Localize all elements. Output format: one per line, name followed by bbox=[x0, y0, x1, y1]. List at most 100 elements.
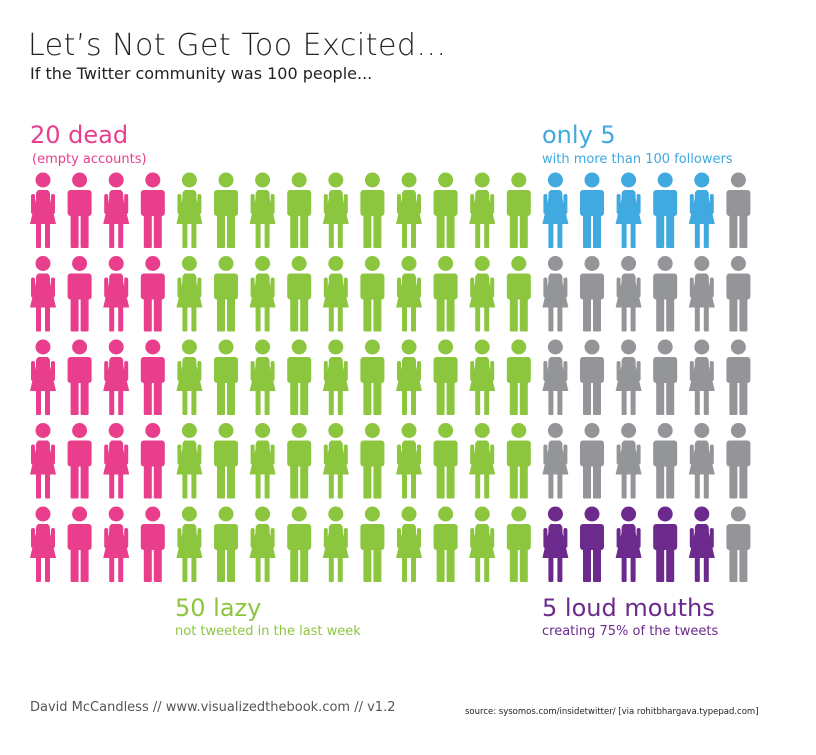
person-figure-dead-male bbox=[67, 506, 92, 582]
person-figure-lazy-male bbox=[287, 423, 312, 499]
person-figure-lazy-male bbox=[433, 423, 458, 499]
person-figure-loud-mouths-male bbox=[580, 506, 604, 582]
person-figure-lazy-female bbox=[322, 506, 349, 582]
person-figure-lazy-female bbox=[469, 506, 496, 582]
lazy-annotation-title: 50 lazy bbox=[175, 594, 262, 622]
person-figure-lazy-female bbox=[396, 506, 422, 582]
person-figure-lazy-female bbox=[469, 256, 496, 332]
person-figure-lazy-male bbox=[360, 423, 385, 499]
person-figure-other-male bbox=[726, 339, 751, 415]
person-figure-lazy-male bbox=[506, 506, 531, 582]
person-figure-lazy-male bbox=[360, 256, 385, 332]
person-figure-other-male bbox=[726, 172, 751, 248]
person-figure-dead-female bbox=[30, 423, 56, 499]
person-figure-lazy-male bbox=[360, 172, 385, 248]
person-figure-dead-male bbox=[67, 423, 92, 499]
person-figure-other-female bbox=[688, 256, 715, 332]
person-figure-more-than-100-followers-male bbox=[653, 172, 678, 248]
person-figure-other-female bbox=[615, 339, 642, 415]
person-figure-more-than-100-followers-female bbox=[615, 172, 642, 248]
person-figure-lazy-female bbox=[176, 172, 203, 248]
person-figure-other-female bbox=[542, 256, 569, 332]
dead-annotation-subtitle: (empty accounts) bbox=[32, 152, 147, 167]
person-figure-lazy-female bbox=[176, 506, 203, 582]
person-figure-loud-mouths-male bbox=[653, 506, 678, 582]
person-figure-other-male bbox=[726, 423, 751, 499]
person-figure-more-than-100-followers-male bbox=[580, 172, 604, 248]
person-figure-lazy-female bbox=[396, 339, 422, 415]
person-figure-lazy-female bbox=[469, 339, 496, 415]
dead-annotation-title: 20 dead bbox=[30, 121, 129, 149]
person-figure-other-female bbox=[688, 423, 715, 499]
person-figure-lazy-female bbox=[322, 423, 349, 499]
person-figure-lazy-female bbox=[249, 339, 276, 415]
person-figure-lazy-male bbox=[433, 256, 458, 332]
lazy-annotation-subtitle: not tweeted in the last week bbox=[175, 624, 361, 639]
person-figure-lazy-male bbox=[214, 339, 238, 415]
person-figure-dead-male bbox=[140, 256, 165, 332]
person-figure-lazy-female bbox=[396, 423, 422, 499]
person-figure-lazy-male bbox=[360, 506, 385, 582]
person-figure-other-female bbox=[542, 423, 569, 499]
person-figure-dead-female bbox=[103, 339, 130, 415]
person-figure-other-female bbox=[615, 256, 642, 332]
person-figure-lazy-female bbox=[396, 172, 422, 248]
person-figure-dead-female bbox=[30, 506, 56, 582]
person-figure-dead-male bbox=[67, 172, 92, 248]
person-figure-lazy-male bbox=[287, 339, 312, 415]
person-figure-loud-mouths-female bbox=[688, 506, 715, 582]
person-figure-lazy-male bbox=[506, 423, 531, 499]
person-figure-dead-female bbox=[103, 256, 130, 332]
person-figure-other-male bbox=[726, 506, 751, 582]
footer-credit: David McCandless // www.visualizedtheboo… bbox=[30, 700, 396, 715]
person-figure-lazy-male bbox=[214, 172, 238, 248]
person-figure-dead-female bbox=[103, 423, 130, 499]
person-figure-lazy-male bbox=[433, 172, 458, 248]
person-figure-other-male bbox=[580, 339, 604, 415]
source-note: source: sysomos.com/insidetwitter/ [via … bbox=[465, 707, 759, 717]
person-figure-dead-female bbox=[103, 172, 130, 248]
loud-annotation-subtitle: creating 75% of the tweets bbox=[542, 624, 719, 639]
person-figure-lazy-male bbox=[214, 423, 238, 499]
person-figure-lazy-male bbox=[506, 339, 531, 415]
followers-annotation-subtitle: with more than 100 followers bbox=[542, 152, 733, 167]
person-figure-lazy-female bbox=[176, 423, 203, 499]
person-figure-other-female bbox=[688, 339, 715, 415]
person-figure-other-male bbox=[653, 256, 678, 332]
person-figure-lazy-male bbox=[287, 256, 312, 332]
person-figure-more-than-100-followers-female bbox=[542, 172, 569, 248]
person-figure-lazy-male bbox=[214, 506, 238, 582]
person-figure-lazy-male bbox=[214, 256, 238, 332]
loud-annotation-title: 5 loud mouths bbox=[542, 594, 715, 622]
followers-annotation-title: only 5 bbox=[542, 121, 616, 149]
person-figure-dead-female bbox=[30, 339, 56, 415]
person-figure-lazy-female bbox=[469, 172, 496, 248]
person-figure-other-male bbox=[653, 423, 678, 499]
person-figure-dead-male bbox=[140, 339, 165, 415]
person-figure-other-male bbox=[653, 339, 678, 415]
person-figure-loud-mouths-female bbox=[615, 506, 642, 582]
person-figure-lazy-female bbox=[176, 339, 203, 415]
person-figure-other-male bbox=[726, 256, 751, 332]
person-figure-dead-female bbox=[103, 506, 130, 582]
person-figure-lazy-female bbox=[176, 256, 203, 332]
person-figure-lazy-male bbox=[506, 172, 531, 248]
person-figure-lazy-female bbox=[322, 172, 349, 248]
person-figure-lazy-male bbox=[433, 506, 458, 582]
person-figure-lazy-female bbox=[469, 423, 496, 499]
person-figure-dead-male bbox=[67, 339, 92, 415]
chart-subtitle: If the Twitter community was 100 people.… bbox=[30, 64, 373, 83]
person-figure-other-male bbox=[580, 423, 604, 499]
person-figure-lazy-female bbox=[249, 423, 276, 499]
person-figure-loud-mouths-female bbox=[542, 506, 569, 582]
person-figure-lazy-female bbox=[396, 256, 422, 332]
person-figure-other-female bbox=[542, 339, 569, 415]
person-figure-lazy-male bbox=[433, 339, 458, 415]
person-figure-more-than-100-followers-female bbox=[688, 172, 715, 248]
person-figure-other-female bbox=[615, 423, 642, 499]
person-figure-lazy-female bbox=[322, 339, 349, 415]
person-figure-dead-male bbox=[140, 172, 165, 248]
person-figure-other-male bbox=[580, 256, 604, 332]
person-figure-dead-male bbox=[67, 256, 92, 332]
